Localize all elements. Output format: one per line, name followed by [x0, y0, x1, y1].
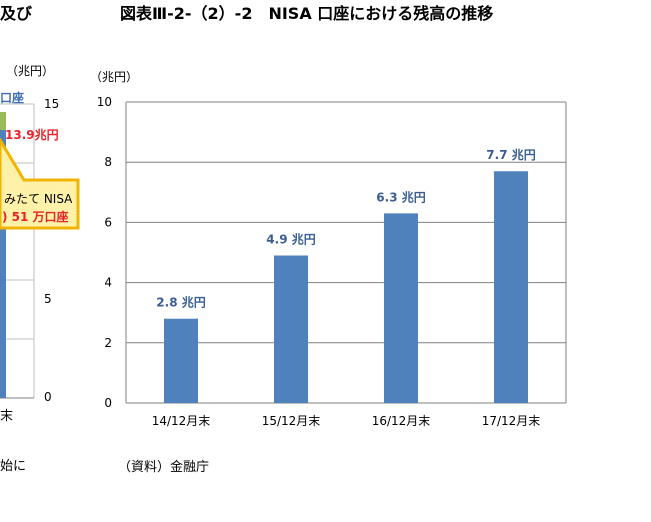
left-title-fragment: 及び [0, 4, 33, 23]
y-tick-label: 4 [104, 276, 112, 290]
bar-3 [384, 213, 418, 403]
y-unit-label: （兆円） [90, 70, 139, 84]
left-bar-blue [0, 130, 6, 398]
callout-bubble [0, 137, 80, 230]
bar-4 [494, 171, 528, 403]
callout-text-line1: みたて NISA [4, 192, 73, 206]
data-labels: 2.8 兆円 4.9 兆円 6.3 兆円 7.7 兆円 [156, 147, 535, 309]
left-y-tick-5: 5 [44, 292, 52, 306]
gridlines [126, 161, 566, 344]
x-ticks: 14/12月末 15/12月末 16/12月末 17/12月末 [152, 414, 541, 428]
left-x-tick: 末 [0, 409, 14, 424]
data-label-2: 4.9 兆円 [266, 232, 315, 247]
x-tick-label-2: 15/12月末 [262, 414, 321, 428]
y-tick-label: 8 [104, 155, 112, 169]
x-tick-label-3: 16/12月末 [372, 414, 431, 428]
y-tick-label: 2 [104, 336, 112, 350]
figure-title: 図表Ⅲ-2-（2）-2 NISA 口座における残高の推移 [120, 4, 494, 23]
bar-1 [164, 318, 198, 403]
left-bar-green [0, 112, 6, 130]
left-unit-label: （兆円） [6, 64, 55, 78]
left-value-label: 13.9兆円 [5, 128, 59, 142]
data-label-3: 6.3 兆円 [376, 189, 425, 204]
y-tick-label: 10 [97, 95, 112, 109]
data-label-4: 7.7 兆円 [486, 147, 535, 162]
left-y-tick-0: 0 [44, 390, 52, 404]
data-label-1: 2.8 兆円 [156, 295, 205, 310]
y-tick-label: 6 [104, 215, 112, 229]
callout-text-line2: ) 51 万口座 [2, 210, 69, 224]
x-tick-label-1: 14/12月末 [152, 414, 211, 428]
source-note: （資料）金融庁 [118, 460, 210, 475]
x-tick-label-4: 17/12月末 [482, 414, 541, 428]
left-y-tick-15: 15 [44, 97, 60, 111]
left-note-fragment: 始に [0, 459, 27, 474]
bars [164, 171, 528, 403]
bar-2 [274, 255, 308, 403]
y-tick-label: 0 [104, 396, 112, 410]
y-ticks: 0 2 4 6 8 10 [97, 95, 112, 410]
left-legend-text: 口座 [0, 91, 25, 105]
